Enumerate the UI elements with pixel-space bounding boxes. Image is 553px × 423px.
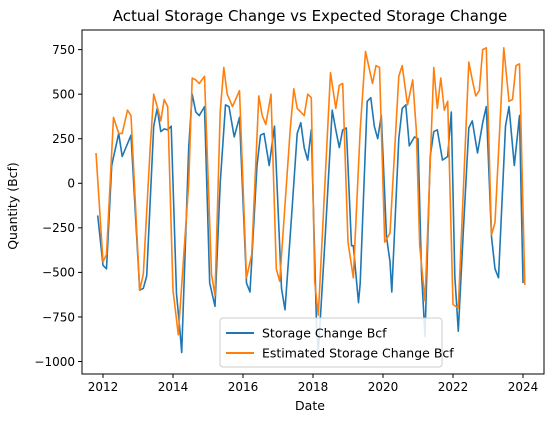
legend-label-estimated-storage-change: Estimated Storage Change Bcf [262,346,454,361]
y-tick-label: 250 [52,132,75,146]
x-tick-label: 2012 [88,380,119,394]
series-line-estimated-storage-change [95,47,526,336]
plot-lines [95,47,526,354]
x-tick-label: 2024 [508,380,539,394]
y-tick-label: −750 [42,310,75,324]
x-tick-label: 2018 [298,380,329,394]
x-axis: 2012 2014 2016 2018 2020 2022 2024 [88,374,539,394]
y-tick-label: 500 [52,87,75,101]
x-tick-label: 2020 [368,380,399,394]
x-tick-label: 2022 [438,380,469,394]
y-axis: −1000 −750 −500 −250 0 250 500 750 [34,43,82,369]
y-tick-label: −250 [42,221,75,235]
y-axis-label: Quantity (Bcf) [5,162,20,250]
chart-title: Actual Storage Change vs Expected Storag… [113,7,508,25]
y-tick-label: −1000 [34,355,75,369]
y-tick-label: 750 [52,43,75,57]
series-line-storage-change [96,93,524,354]
legend: Storage Change Bcf Estimated Storage Cha… [219,317,454,368]
x-tick-label: 2016 [228,380,259,394]
y-tick-label: −500 [42,266,75,280]
legend-label-storage-change: Storage Change Bcf [262,326,387,341]
x-tick-label: 2014 [158,380,189,394]
y-tick-label: 0 [67,177,75,191]
x-axis-label: Date [295,398,325,413]
legend-box [219,317,443,368]
